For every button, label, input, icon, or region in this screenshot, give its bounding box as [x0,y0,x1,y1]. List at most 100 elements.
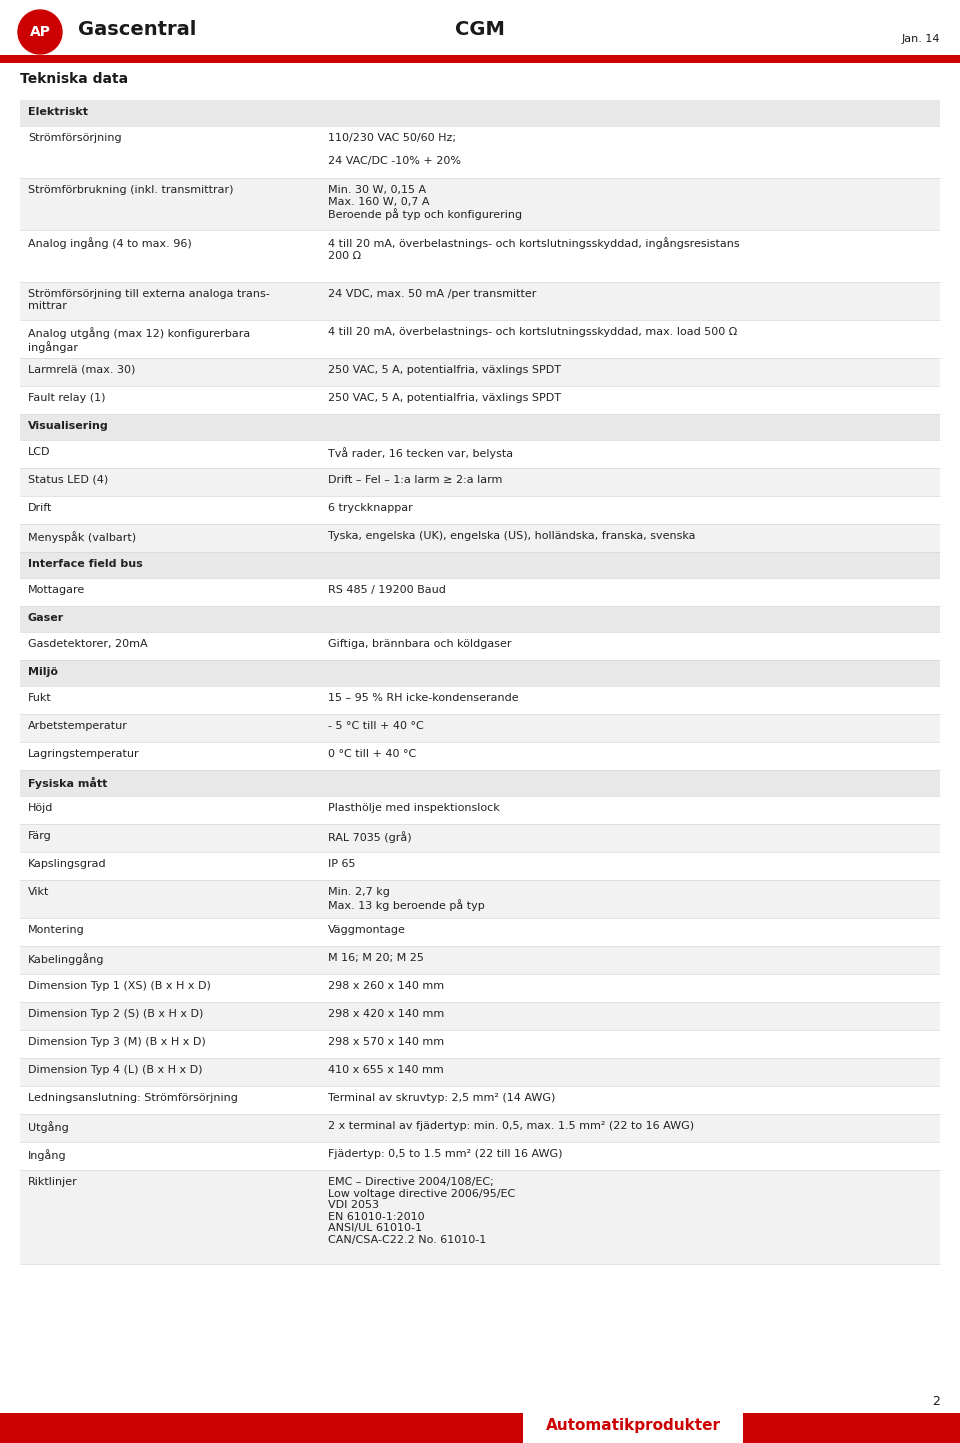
Text: Mottagare: Mottagare [28,584,85,595]
Bar [20,1170,940,1264]
Text: 2 x terminal av fjädertyp: min. 0,5, max. 1.5 mm² (22 to 16 AWG): 2 x terminal av fjädertyp: min. 0,5, max… [328,1121,694,1131]
Bar [20,714,940,742]
Bar [20,468,940,496]
Text: Färg: Färg [28,831,52,841]
Bar [20,385,940,414]
Bar [20,579,940,606]
Text: LCD: LCD [28,447,51,457]
Bar [20,177,940,229]
Bar [20,440,940,468]
Text: - 5 °C till + 40 °C: - 5 °C till + 40 °C [328,722,423,732]
Text: Elektriskt: Elektriskt [28,107,88,117]
Bar [20,1141,940,1170]
Bar [20,797,940,824]
Bar [20,126,940,177]
Text: Menyspåk (valbart): Menyspåk (valbart) [28,531,136,543]
Bar [20,1058,940,1087]
Bar [20,1030,940,1058]
Bar [20,496,940,524]
Text: Kapslingsgrad: Kapslingsgrad [28,859,107,869]
Text: IP 65: IP 65 [328,859,355,869]
Text: 298 x 570 x 140 mm: 298 x 570 x 140 mm [328,1038,444,1048]
Bar [20,358,940,385]
Text: Kabelinggång: Kabelinggång [28,952,105,965]
Text: Automatikprodukter: Automatikprodukter [545,1418,721,1433]
Bar [20,320,940,358]
Text: Dimension Typ 2 (S) (B x H x D): Dimension Typ 2 (S) (B x H x D) [28,1009,204,1019]
Text: Lagringstemperatur: Lagringstemperatur [28,749,139,759]
Text: Dimension Typ 4 (L) (B x H x D): Dimension Typ 4 (L) (B x H x D) [28,1065,203,1075]
Bar [20,553,940,579]
Text: Analog utgång (max 12) konfigurerbara
ingångar: Analog utgång (max 12) konfigurerbara in… [28,328,251,352]
Text: Drift: Drift [28,504,53,514]
Bar [20,1087,940,1114]
Bar [20,524,940,553]
Bar [20,632,940,659]
Text: Montering: Montering [28,925,84,935]
Bar [20,100,940,126]
Text: Miljö: Miljö [28,667,58,677]
Bar [20,947,940,974]
Text: Vikt: Vikt [28,887,49,898]
Bar [20,1001,940,1030]
Text: Dimension Typ 1 (XS) (B x H x D): Dimension Typ 1 (XS) (B x H x D) [28,981,211,991]
Bar [20,229,940,281]
Bar [20,281,940,320]
Text: Gascentral: Gascentral [78,20,197,39]
Text: Ingång: Ingång [28,1149,66,1162]
Text: Arbetstemperatur: Arbetstemperatur [28,722,128,732]
Text: Plasthölje med inspektionslock: Plasthölje med inspektionslock [328,802,500,812]
Bar [20,742,940,771]
Text: 6 tryckknappar: 6 tryckknappar [328,504,413,514]
Text: Status LED (4): Status LED (4) [28,475,108,485]
Text: 4 till 20 mA, överbelastnings- och kortslutningsskyddad, max. load 500 Ω: 4 till 20 mA, överbelastnings- och korts… [328,328,737,338]
Text: 0 °C till + 40 °C: 0 °C till + 40 °C [328,749,417,759]
Text: Larmrelä (max. 30): Larmrelä (max. 30) [28,365,135,375]
Text: M 16; M 20; M 25: M 16; M 20; M 25 [328,952,424,962]
Text: Min. 30 W, 0,15 A
Max. 160 W, 0,7 A
Beroende på typ och konfigurering: Min. 30 W, 0,15 A Max. 160 W, 0,7 A Bero… [328,185,522,221]
Text: 250 VAC, 5 A, potentialfria, växlings SPDT: 250 VAC, 5 A, potentialfria, växlings SP… [328,392,561,403]
Text: Strömförsörjning till externa analoga trans-
mittrar: Strömförsörjning till externa analoga tr… [28,289,270,310]
Text: 410 x 655 x 140 mm: 410 x 655 x 140 mm [328,1065,444,1075]
Text: Ledningsanslutning: Strömförsörjning: Ledningsanslutning: Strömförsörjning [28,1092,238,1102]
Text: Fault relay (1): Fault relay (1) [28,392,106,403]
Text: Tekniska data: Tekniska data [20,72,128,87]
Bar [20,974,940,1001]
Text: Tyska, engelska (UK), engelska (US), holländska, franska, svenska: Tyska, engelska (UK), engelska (US), hol… [328,531,695,541]
Text: Interface field bus: Interface field bus [28,558,143,569]
Text: Jan. 14: Jan. 14 [901,35,940,43]
Bar [20,414,940,440]
Text: Höjd: Höjd [28,802,54,812]
Bar [0,0,960,55]
Text: Fukt: Fukt [28,693,52,703]
Text: Gaser: Gaser [28,613,64,623]
Text: AP: AP [30,25,51,39]
Bar [523,1413,743,1443]
Text: Visualisering: Visualisering [28,421,108,431]
Text: 24 VDC, max. 50 mA /per transmitter: 24 VDC, max. 50 mA /per transmitter [328,289,537,299]
Text: 110/230 VAC 50/60 Hz;

24 VAC/DC -10% + 20%: 110/230 VAC 50/60 Hz; 24 VAC/DC -10% + 2… [328,133,461,166]
Bar [0,1413,960,1443]
Text: Strömförsörjning: Strömförsörjning [28,133,122,143]
Text: RS 485 / 19200 Baud: RS 485 / 19200 Baud [328,584,445,595]
Bar [20,824,940,851]
Text: Analog ingång (4 to max. 96): Analog ingång (4 to max. 96) [28,237,192,248]
Bar [20,685,940,714]
Text: 298 x 260 x 140 mm: 298 x 260 x 140 mm [328,981,444,991]
Text: Gasdetektorer, 20mA: Gasdetektorer, 20mA [28,639,148,649]
Text: Riktlinjer: Riktlinjer [28,1177,78,1188]
Text: Strömförbrukning (inkl. transmittrar): Strömförbrukning (inkl. transmittrar) [28,185,233,195]
Bar [20,880,940,918]
Bar [20,918,940,947]
Text: EMC – Directive 2004/108/EC;
Low voltage directive 2006/95/EC
VDI 2053
EN 61010-: EMC – Directive 2004/108/EC; Low voltage… [328,1177,516,1245]
Text: 4 till 20 mA, överbelastnings- och kortslutningsskyddad, ingångsresistans
200 Ω: 4 till 20 mA, överbelastnings- och korts… [328,237,739,261]
Circle shape [18,10,62,53]
Bar [20,659,940,685]
Text: Giftiga, brännbara och köldgaser: Giftiga, brännbara och köldgaser [328,639,512,649]
Text: Två rader, 16 tecken var, belysta: Två rader, 16 tecken var, belysta [328,447,514,459]
Text: Väggmontage: Väggmontage [328,925,406,935]
Text: 298 x 420 x 140 mm: 298 x 420 x 140 mm [328,1009,444,1019]
Bar [20,1114,940,1141]
Text: Dimension Typ 3 (M) (B x H x D): Dimension Typ 3 (M) (B x H x D) [28,1038,205,1048]
Text: 15 – 95 % RH icke-kondenserande: 15 – 95 % RH icke-kondenserande [328,693,518,703]
